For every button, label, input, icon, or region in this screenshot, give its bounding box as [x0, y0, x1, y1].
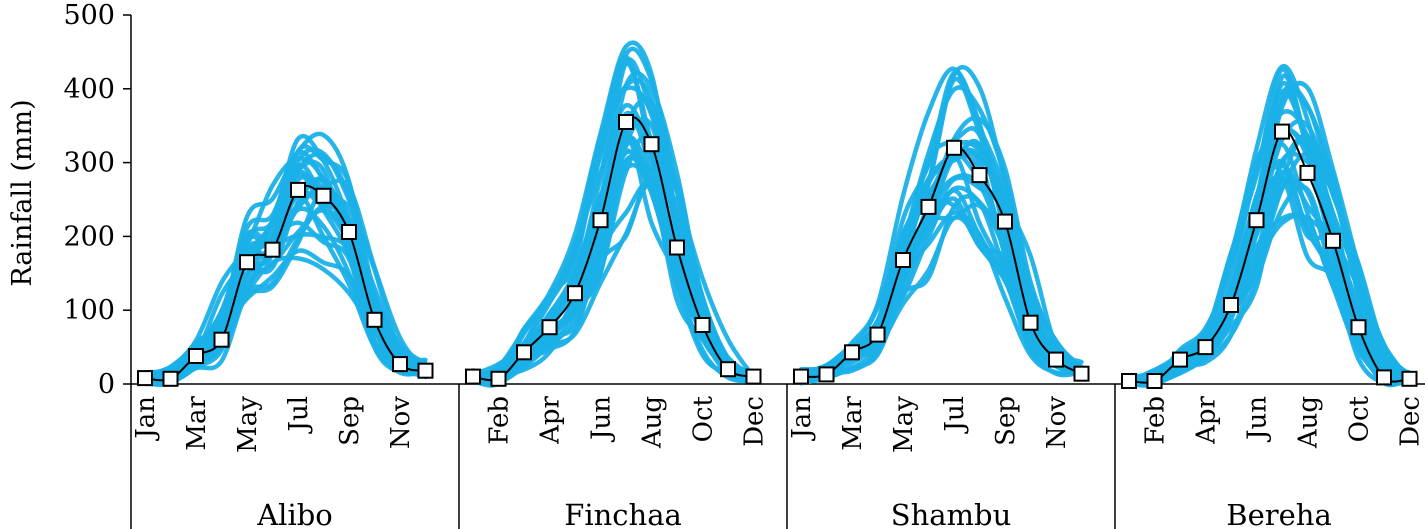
mean-marker: [137, 370, 153, 387]
mean-marker: [920, 198, 937, 215]
mean-marker: [997, 213, 1013, 230]
month-tick-label: Feb: [485, 396, 515, 445]
mean-marker: [793, 368, 809, 385]
y-tick-label: 500: [63, 0, 115, 31]
mean-marker: [869, 326, 886, 343]
mean-marker: [417, 362, 434, 379]
y-tick-label: 400: [63, 74, 115, 105]
mean-marker: [1048, 351, 1064, 368]
mean-marker: [1325, 232, 1341, 249]
site-label: Bereha: [1226, 498, 1331, 529]
month-tick-label: Sep: [335, 396, 365, 446]
mean-marker: [818, 366, 835, 383]
panel-shambu: Jan Mar May Jul Sep Nov Shambu: [787, 64, 1090, 529]
year-series-line: [470, 40, 756, 382]
month-tick-label: Dec: [1396, 396, 1425, 447]
mean-marker: [1401, 370, 1418, 387]
month-tick-label: May: [233, 396, 263, 453]
month-tick-label: Nov: [386, 396, 416, 449]
mean-marker: [490, 370, 507, 387]
y-tick-label: 200: [63, 221, 115, 252]
month-tick-label: Feb: [1141, 396, 1171, 445]
mean-marker: [516, 344, 532, 361]
panel-alibo: Jan Mar May Jul Sep Nov Alibo: [131, 131, 434, 529]
month-tick-label: Nov: [1042, 396, 1072, 449]
mean-marker: [264, 241, 281, 258]
mean-marker: [162, 370, 179, 387]
mean-marker: [895, 252, 911, 268]
axes: 0 100 200 300 400 500: [63, 0, 1425, 529]
mean-marker: [341, 224, 357, 240]
month-tick-label: Mar: [182, 395, 212, 450]
mean-marker: [643, 136, 660, 153]
month-tick-label: Jun: [1243, 396, 1273, 443]
panels: Jan Mar May Jul Sep Nov Alibo Feb Apr Jun Aug Oct De…: [131, 40, 1425, 529]
panel-finchaa: Feb Apr Jun Aug Oct Dec Finchaa: [465, 40, 770, 529]
panel-bereha: Feb Apr Jun Aug Oct Dec Bereha: [1121, 64, 1425, 529]
mean-marker: [844, 344, 860, 361]
mean-marker: [592, 212, 609, 229]
mean-marker: [1121, 373, 1137, 389]
mean-marker: [1274, 123, 1290, 140]
y-tick-label: 300: [63, 148, 115, 179]
mean-marker: [1223, 297, 1239, 313]
month-tick-label: Aug: [638, 396, 668, 449]
month-tick-label: Aug: [1294, 396, 1324, 449]
y-tick-label: 0: [98, 369, 115, 400]
month-tick-label: Mar: [838, 395, 868, 450]
month-tick-label: Sep: [991, 396, 1021, 446]
mean-marker: [315, 187, 332, 204]
mean-marker: [1248, 212, 1265, 229]
month-tick-label: Jun: [587, 396, 617, 443]
y-tick-label: 100: [63, 295, 115, 326]
mean-marker: [290, 181, 306, 198]
mean-marker: [213, 331, 230, 348]
month-tick-label: Jul: [284, 396, 314, 434]
mean-marker: [1197, 339, 1214, 356]
mean-marker: [239, 254, 255, 271]
year-series-line: [470, 181, 756, 387]
mean-marker: [745, 368, 762, 385]
site-label: Finchaa: [564, 498, 682, 529]
mean-marker: [1376, 369, 1392, 386]
mean-marker: [1172, 351, 1188, 368]
mean-marker: [1073, 365, 1090, 382]
site-label: Alibo: [256, 498, 333, 529]
mean-marker: [618, 114, 634, 130]
mean-marker: [669, 239, 685, 256]
mean-marker: [541, 319, 558, 336]
mean-marker: [188, 348, 204, 364]
mean-marker: [1146, 373, 1163, 389]
month-tick-label: Jan: [787, 396, 817, 442]
mean-marker: [946, 139, 962, 156]
month-tick-label: Apr: [536, 395, 566, 444]
mean-marker: [366, 311, 383, 328]
y-axis-title: Rainfall (mm): [7, 99, 38, 286]
mean-marker: [720, 361, 736, 378]
mean-marker: [1022, 314, 1039, 331]
mean-marker: [971, 167, 988, 184]
site-label: Shambu: [891, 498, 1012, 529]
month-tick-label: Oct: [1345, 395, 1375, 442]
month-tick-label: Jul: [940, 396, 970, 434]
month-tick-label: Jan: [131, 396, 161, 442]
mean-marker: [1350, 319, 1367, 336]
year-series-line: [142, 205, 428, 384]
month-tick-label: Apr: [1192, 395, 1222, 444]
month-tick-label: Oct: [689, 395, 719, 442]
mean-marker: [1299, 164, 1316, 181]
mean-marker: [465, 368, 481, 385]
month-tick-label: May: [889, 396, 919, 453]
mean-marker: [694, 317, 711, 333]
mean-marker: [567, 285, 583, 302]
month-tick-label: Dec: [740, 396, 770, 447]
mean-marker: [392, 356, 408, 373]
